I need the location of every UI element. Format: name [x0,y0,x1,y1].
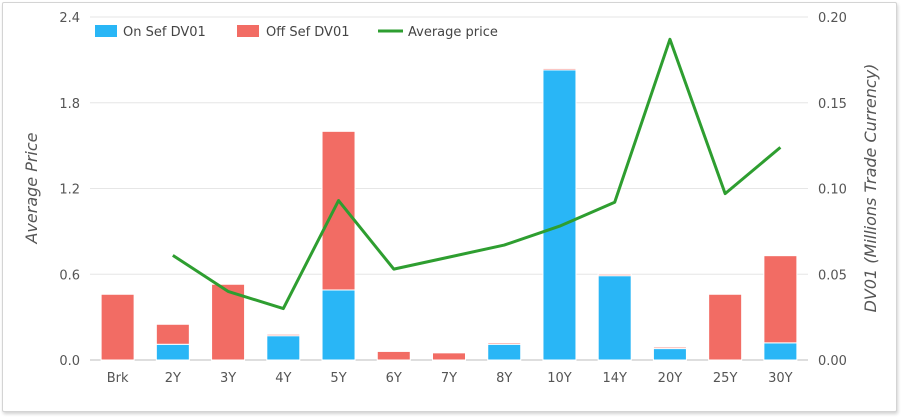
bar-segment-on-sef[interactable] [597,275,632,361]
bar-segment-on-sef[interactable] [321,289,356,361]
bar-segment-off-sef[interactable] [432,352,466,361]
bar-segment-on-sef[interactable] [487,343,522,361]
right-tick-label: 0.00 [818,354,847,369]
legend-label-off-sef: Off Sef DV01 [266,25,350,40]
left-tick-label: 0.0 [59,354,80,369]
x-tick-label: 10Y [547,371,572,386]
bar-segment-off-sef[interactable] [597,273,632,277]
legend-swatch-off-sef [237,25,259,37]
bar-segment-off-sef[interactable] [155,323,190,345]
bar-segment-off-sef[interactable] [487,342,522,345]
legend-item-off-sef[interactable]: Off Sef DV01 [237,25,350,40]
bar-segment-on-sef[interactable] [266,335,301,361]
bar-segment-on-sef[interactable] [763,342,798,361]
left-axis-title: Average Price [22,132,41,244]
x-tick-label: 14Y [602,371,627,386]
bar-segment-off-sef[interactable] [652,346,687,350]
legend-item-on-sef[interactable]: On Sef DV01 [95,25,206,40]
bar-segment-off-sef[interactable] [708,293,743,361]
legend-swatch-on-sef [95,25,117,37]
bar-segment-off-sef[interactable] [211,283,246,361]
legend-label-average-price: Average price [408,25,498,40]
legend: On Sef DV01 Off Sef DV01 Average price [95,25,498,40]
bar-segment-off-sef[interactable] [321,130,356,291]
x-tick-label: 3Y [220,371,236,386]
left-axis-ticks: 0.0 0.6 1.2 1.8 2.4 [59,11,80,369]
left-tick-label: 1.2 [59,183,80,198]
left-tick-label: 2.4 [59,11,80,26]
gridlines [90,16,808,361]
bar-segment-off-sef[interactable] [542,67,577,71]
right-tick-label: 0.10 [818,183,847,198]
x-tick-label: 2Y [165,371,181,386]
chart-frame [2,2,897,412]
bar-segment-on-sef[interactable] [542,69,577,361]
bar-segment-on-sef[interactable] [652,348,687,361]
x-tick-label: 5Y [330,371,346,386]
x-tick-label: 30Y [768,371,793,386]
left-tick-label: 0.6 [59,268,80,283]
x-tick-label: 8Y [496,371,512,386]
right-axis-ticks: 0.00 0.05 0.10 0.15 0.20 [818,11,847,369]
bar-segment-off-sef[interactable] [266,333,301,337]
legend-label-on-sef: On Sef DV01 [123,25,206,40]
right-axis-title: DV01 (Millions Trade Currency) [861,64,880,313]
right-tick-label: 0.05 [818,268,847,283]
legend-item-average-price[interactable]: Average price [378,25,498,40]
bar-series [100,67,798,361]
x-tick-label: 7Y [441,371,457,386]
bar-segment-off-sef[interactable] [100,293,135,361]
x-tick-label: 6Y [386,371,402,386]
average-price-line[interactable] [172,37,782,311]
x-tick-label: 20Y [658,371,683,386]
x-tick-label: Brk [107,371,129,386]
right-tick-label: 0.20 [818,11,847,26]
right-tick-label: 0.15 [818,97,847,112]
bar-segment-off-sef[interactable] [376,350,411,361]
left-tick-label: 1.8 [59,97,80,112]
bar-segment-on-sef[interactable] [155,343,190,361]
x-tick-label: 4Y [275,371,291,386]
x-tick-label: 25Y [713,371,738,386]
x-axis-ticks: Brk 2Y 3Y 4Y 5Y 6Y 7Y 8Y 10Y 14Y 20Y 25Y 30Y [107,371,793,386]
bar-segment-off-sef[interactable] [763,255,798,344]
line-series [172,37,782,311]
